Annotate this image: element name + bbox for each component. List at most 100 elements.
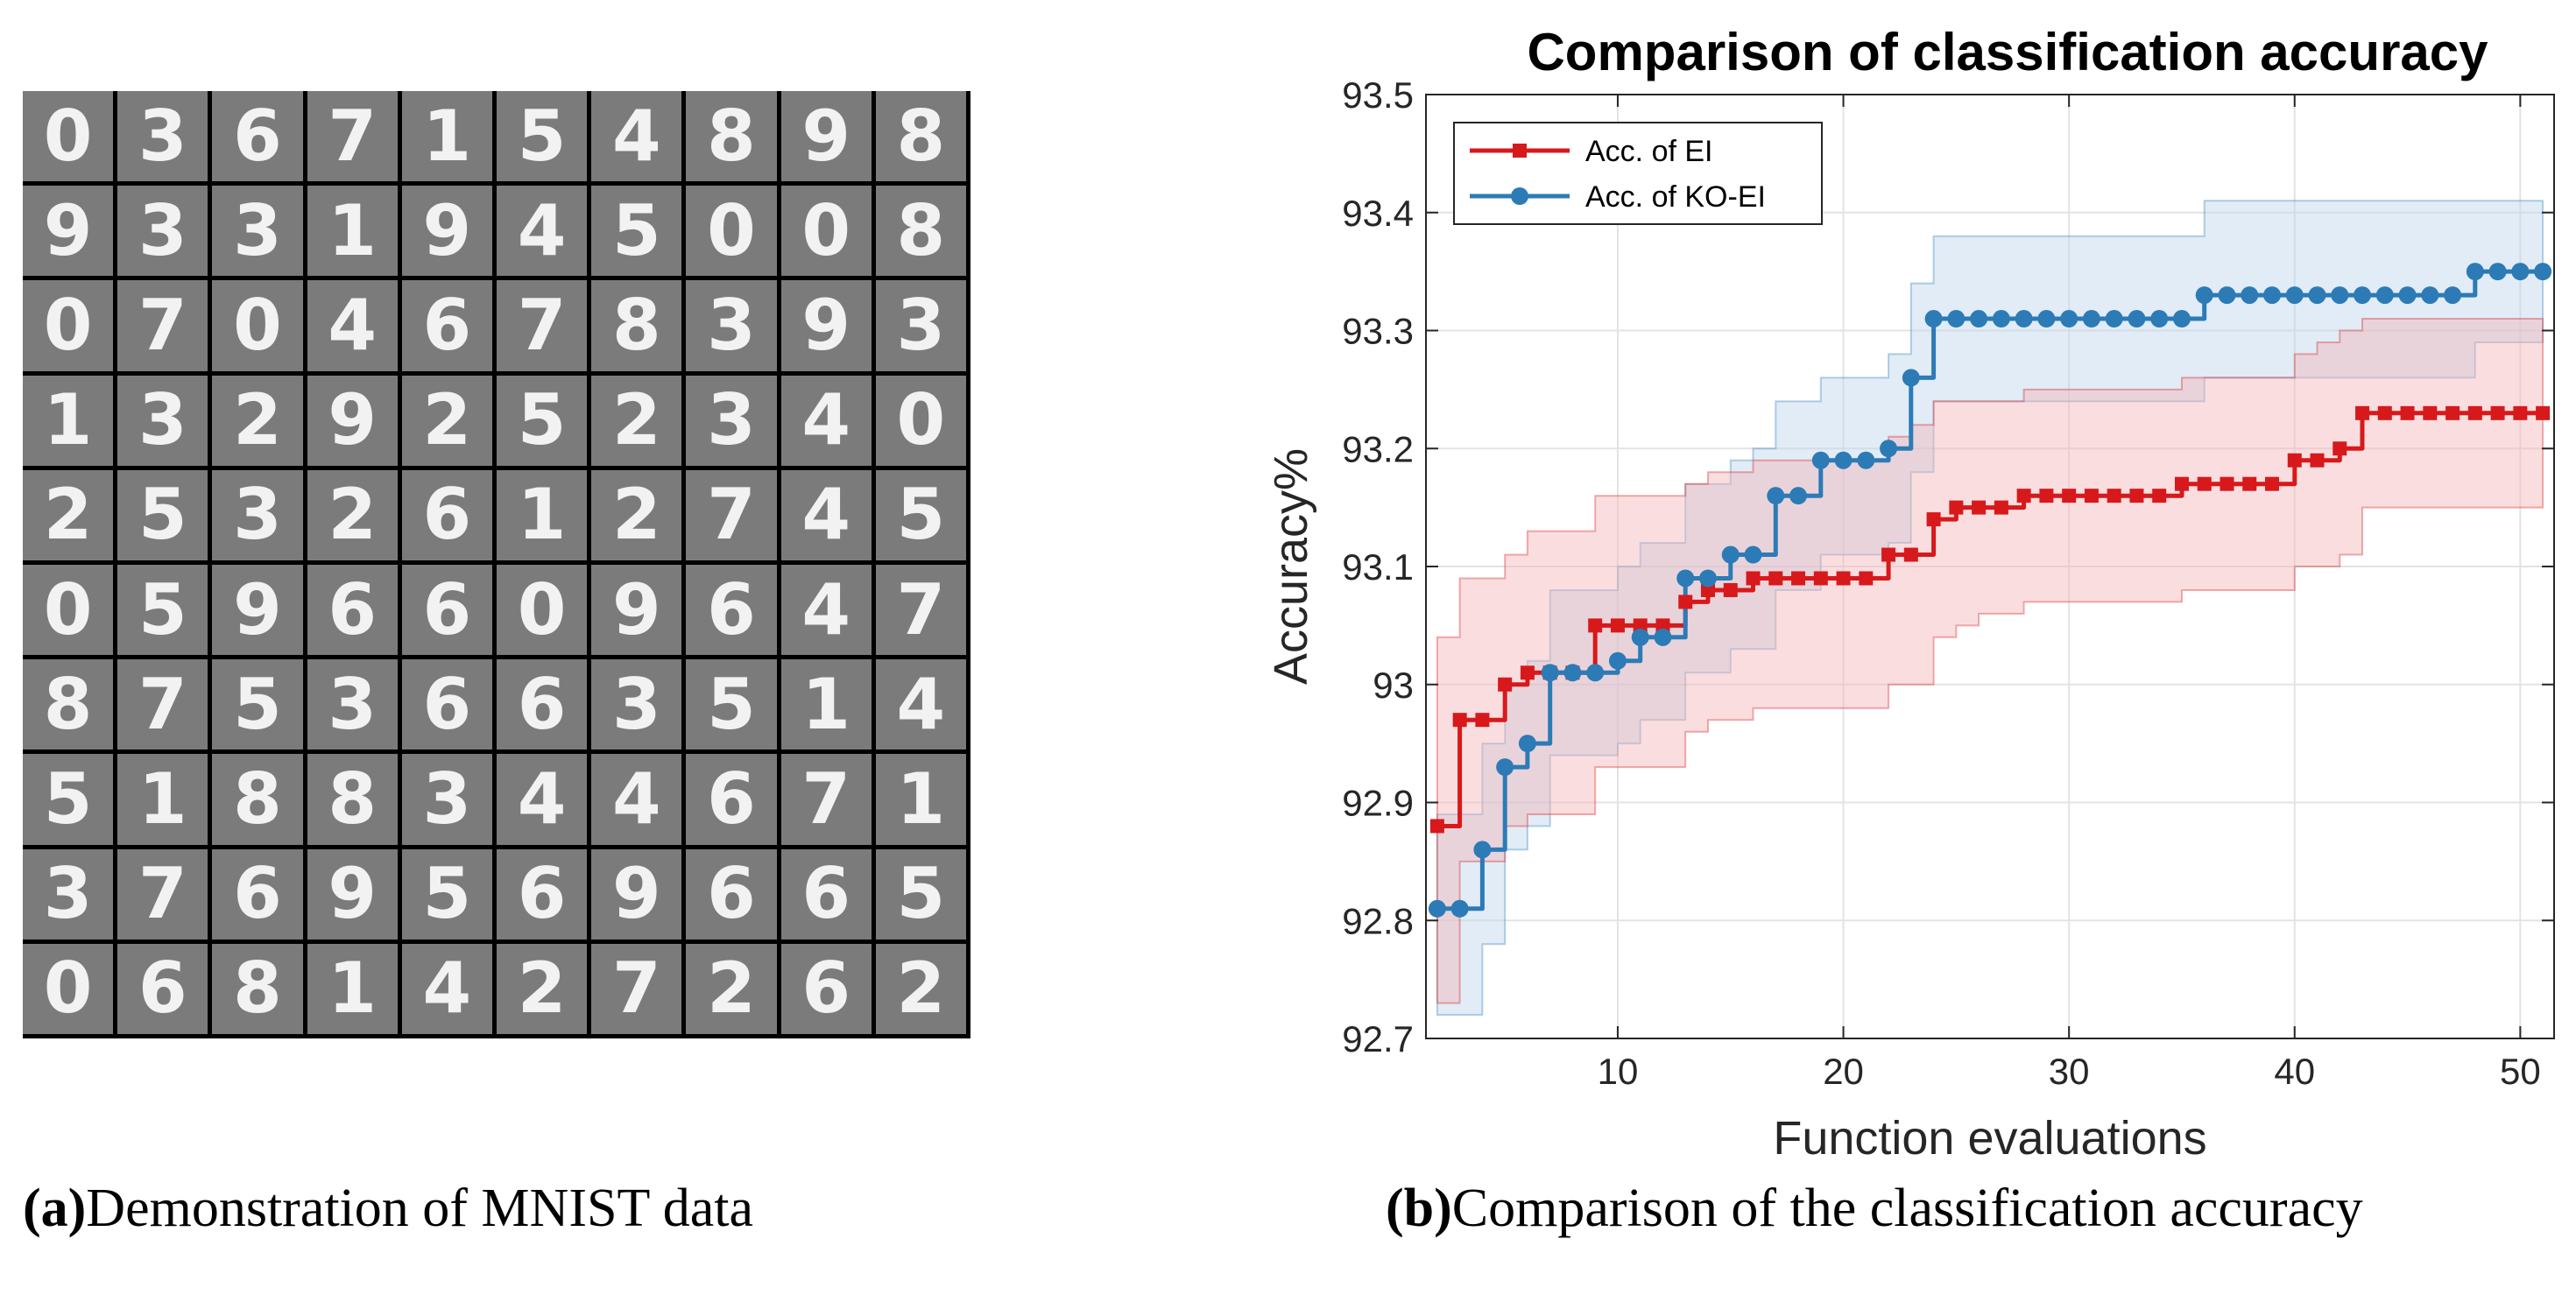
ei-data-point	[1610, 618, 1625, 633]
digit-cell: 6	[401, 659, 492, 750]
digit-cell: 9	[401, 186, 492, 277]
ei-data-point	[1791, 571, 1806, 586]
ei-data-point	[2377, 405, 2392, 420]
koei-data-point	[1834, 451, 1853, 469]
digit-cell: 5	[875, 469, 966, 560]
digit-cell: 8	[875, 91, 966, 182]
koei-data-point	[2331, 286, 2349, 305]
ei-data-point	[2039, 489, 2054, 503]
digit-cell: 4	[496, 754, 588, 845]
ei-data-point	[1452, 713, 1467, 728]
y-tick-label: 93.2	[1342, 428, 1414, 469]
koei-data-point	[2308, 286, 2326, 305]
digit-cell: 6	[780, 943, 872, 1034]
digit-cell: 4	[875, 659, 966, 750]
digit-cell: 3	[117, 91, 208, 182]
confidence-bands	[1436, 200, 2544, 1017]
caption-b-text: Comparison of the classification accurac…	[1451, 1179, 2363, 1238]
digit-cell: 8	[591, 280, 682, 371]
x-tick-label: 10	[1598, 1051, 1639, 1092]
ei-data-point	[1903, 547, 1918, 562]
digit-cell: 8	[23, 659, 114, 750]
koei-data-point	[1450, 899, 1469, 918]
digit-cell: 0	[875, 375, 966, 466]
y-tick-label: 93.4	[1342, 193, 1414, 234]
y-axis-title: Accuracy%	[1265, 448, 1317, 685]
digit-cell: 7	[117, 659, 208, 750]
digit-cell: 6	[212, 848, 303, 940]
digit-cell: 6	[212, 91, 303, 182]
ei-data-point	[2242, 476, 2257, 491]
digit-cell: 9	[780, 91, 872, 182]
digit-cell: 6	[496, 848, 588, 940]
digit-cell: 3	[591, 659, 682, 750]
koei-data-point	[2082, 310, 2100, 328]
digit-cell: 4	[780, 564, 872, 656]
digit-cell: 4	[780, 375, 872, 466]
digit-cell: 1	[117, 754, 208, 845]
koei-data-point	[1970, 310, 1988, 328]
digit-cell: 5	[117, 564, 208, 656]
koei-data-point	[2398, 286, 2417, 305]
legend-ei-label: Acc. of EI	[1585, 135, 1713, 168]
y-tick-label: 93.1	[1342, 546, 1414, 588]
koei-data-point	[2218, 286, 2236, 305]
digit-cell: 7	[117, 848, 208, 940]
ei-data-point	[2400, 405, 2415, 420]
digit-cell: 8	[686, 91, 777, 182]
ei-data-point	[1926, 512, 1941, 527]
koei-data-point	[1473, 841, 1492, 859]
ei-data-point	[2016, 489, 2031, 503]
digit-cell: 0	[686, 186, 777, 277]
koei-data-point	[1767, 487, 1785, 505]
digit-cell: 7	[307, 91, 398, 182]
koei-data-point	[2060, 310, 2078, 328]
digit-cell: 3	[686, 375, 777, 466]
koei-data-point	[1992, 310, 2010, 328]
digit-cell: 5	[591, 186, 682, 277]
koei-data-point	[1699, 569, 1717, 588]
legend-koei-label: Acc. of KO-EI	[1585, 180, 1766, 214]
koei-data-point	[2195, 286, 2213, 305]
legend-koei-marker	[1511, 187, 1528, 205]
koei-data-point	[1721, 545, 1740, 564]
digit-cell: 8	[307, 754, 398, 845]
digit-cell: 2	[591, 375, 682, 466]
ei-data-point	[2265, 476, 2279, 491]
digit-cell: 6	[496, 659, 588, 750]
digit-cell: 2	[212, 375, 303, 466]
digit-cell: 1	[875, 754, 966, 845]
ei-data-point	[1429, 819, 1444, 834]
koei-data-point	[2128, 310, 2146, 328]
caption-a-text: Demonstration of MNIST data	[86, 1179, 753, 1238]
digit-cell: 1	[780, 659, 872, 750]
digit-cell: 3	[117, 375, 208, 466]
ei-data-point	[2355, 405, 2370, 420]
x-tick-label: 20	[1823, 1051, 1864, 1092]
digit-cell: 2	[496, 943, 588, 1034]
digit-cell: 7	[591, 943, 682, 1034]
digit-cell: 7	[496, 280, 588, 371]
digit-cell: 5	[401, 848, 492, 940]
digit-cell: 3	[212, 186, 303, 277]
digit-cell: 6	[401, 280, 492, 371]
ei-data-point	[2536, 405, 2551, 420]
ei-data-point	[2445, 405, 2460, 420]
digit-cell: 7	[117, 280, 208, 371]
digit-cell: 9	[591, 564, 682, 656]
caption-b: (b)Comparison of the classification accu…	[1386, 1178, 2363, 1240]
ei-data-point	[1588, 618, 1603, 633]
digit-cell: 3	[686, 280, 777, 371]
ei-data-point	[2333, 441, 2347, 456]
ei-data-point	[1836, 571, 1851, 586]
digit-cell: 6	[117, 943, 208, 1034]
koei-data-point	[1654, 628, 1672, 646]
y-tick-label: 92.9	[1342, 783, 1414, 824]
ei-data-point	[2513, 405, 2528, 420]
digit-cell: 6	[686, 754, 777, 845]
digit-cell: 0	[23, 564, 114, 656]
chart-title: Comparison of classification accuracy	[1527, 23, 2488, 81]
digit-cell: 6	[307, 564, 398, 656]
digit-cell: 2	[401, 375, 492, 466]
x-tick-label: 50	[2500, 1051, 2541, 1092]
